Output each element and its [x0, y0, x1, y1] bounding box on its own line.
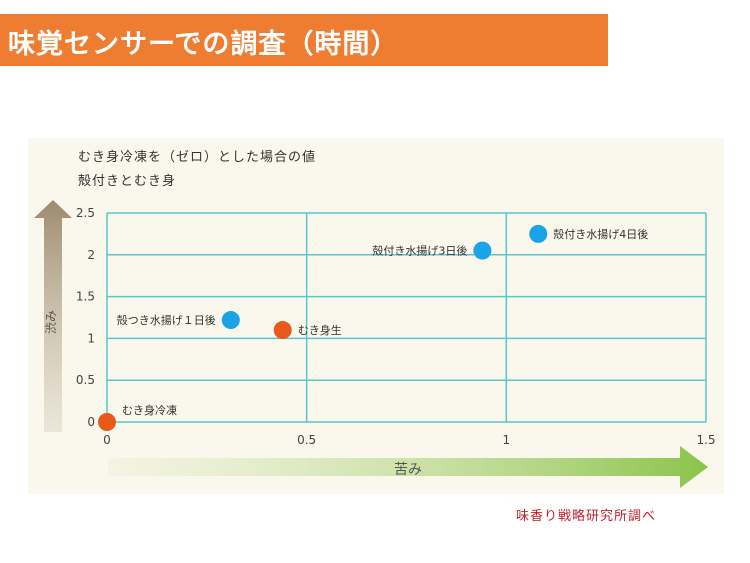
page-title: 味覚センサーでの調査（時間） [8, 29, 399, 60]
y-axis-arrow [34, 200, 72, 432]
data-point-label: むき身冷凍 [122, 403, 177, 417]
chart-subtitle-1: むき身冷凍を（ゼロ）とした場合の値 [78, 150, 317, 165]
data-point-label: 殻付き水揚げ3日後 [372, 244, 467, 258]
x-tick-label: 1 [503, 433, 511, 447]
x-tick-label: 0.5 [297, 433, 316, 447]
data-point [98, 413, 116, 431]
data-point [221, 311, 240, 330]
source-credit: 味香り戦略研究所調べ [516, 509, 657, 524]
y-tick-label: 2.5 [76, 206, 95, 220]
x-axis-label: 苦み [394, 462, 422, 478]
chart-card [28, 138, 724, 494]
data-point-label: 殻つき水揚げ１日後 [117, 313, 216, 327]
data-point-label: むき身生 [298, 323, 342, 337]
y-axis-label: 渋み [44, 310, 58, 334]
y-tick-label: 0 [87, 415, 95, 429]
data-point [273, 321, 292, 340]
data-point-label: 殻付き水揚げ4日後 [553, 227, 648, 241]
y-tick-label: 2 [87, 248, 95, 262]
x-tick-label: 1.5 [696, 433, 715, 447]
y-tick-label: 1 [87, 331, 95, 345]
y-tick-label: 0.5 [76, 373, 95, 387]
data-point [473, 241, 492, 260]
x-tick-label: 0 [103, 433, 111, 447]
data-point [529, 224, 548, 243]
y-tick-label: 1.5 [76, 290, 95, 304]
x-axis-arrow [108, 446, 708, 488]
title-bar: 味覚センサーでの調査（時間） [0, 14, 608, 66]
chart-subtitle-2: 殻付きとむき身 [78, 174, 177, 189]
